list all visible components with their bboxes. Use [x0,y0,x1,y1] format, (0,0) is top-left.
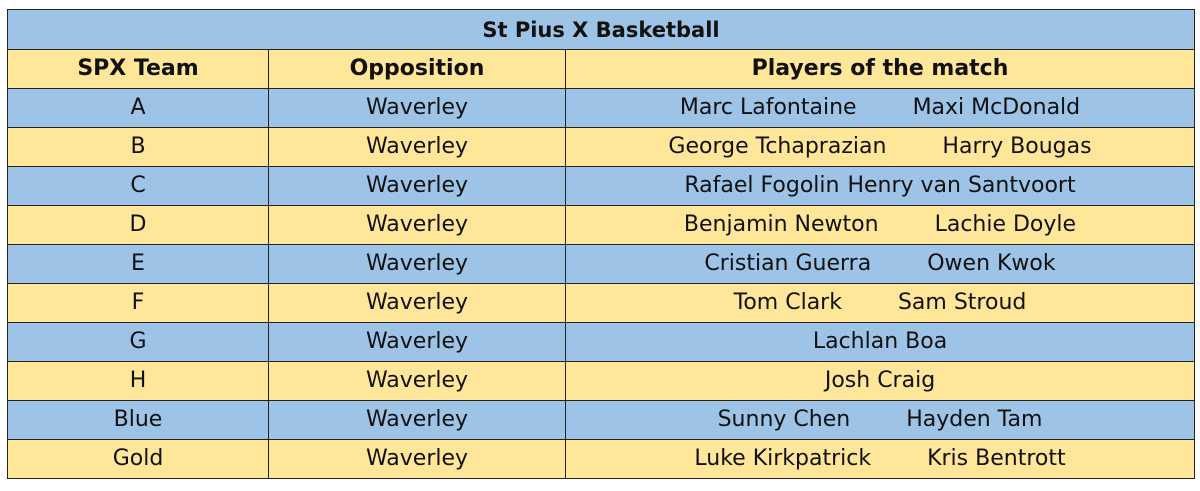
team-cell: F [7,283,269,323]
players-cell: George Tchaprazian Harry Bougas [565,127,1195,167]
table-row: Blue Waverley Sunny Chen Hayden Tam [7,400,1195,440]
team-cell: D [7,205,269,245]
team-cell: E [7,244,269,284]
player-name: Sunny Chen [717,407,851,432]
players-cell: Tom Clark Sam Stroud [565,283,1195,323]
player-name: Kris Bentrott [927,446,1066,471]
opposition-cell: Waverley [268,439,566,479]
player-name: Hayden Tam [906,407,1043,432]
header-players: Players of the match [565,49,1195,89]
opposition-cell: Waverley [268,322,566,362]
team-cell: Blue [7,400,269,440]
opposition-cell: Waverley [268,205,566,245]
player-name: Marc Lafontaine [679,95,857,120]
header-spx-team: SPX Team [7,49,269,89]
table-row: Gold Waverley Luke Kirkpatrick Kris Bentrot… [7,439,1195,479]
player-name: Owen Kwok [927,251,1056,276]
player-name: Lachlan Boa [812,329,948,354]
opposition-cell: Waverley [268,127,566,167]
table-row: G Waverley Lachlan Boa [7,322,1195,362]
table-row: C Waverley Rafael Fogolin Henry van Santvoo… [7,166,1195,206]
players-cell: Josh Craig [565,361,1195,401]
opposition-cell: Waverley [268,244,566,284]
players-cell: Rafael Fogolin Henry van Santvoort [565,166,1195,206]
opposition-cell: Waverley [268,166,566,206]
player-name: Benjamin Newton [683,212,879,237]
players-cell: Cristian Guerra Owen Kwok [565,244,1195,284]
player-name: Sam Stroud [897,290,1027,315]
table-row: B Waverley George Tchaprazian Harry Bougas [7,127,1195,167]
table-row: H Waverley Josh Craig [7,361,1195,401]
player-name: Tom Clark [733,290,842,315]
players-cell: Lachlan Boa [565,322,1195,362]
team-cell: Gold [7,439,269,479]
players-cell: Sunny Chen Hayden Tam [565,400,1195,440]
player-name: George Tchaprazian [668,134,887,159]
player-name: Rafael Fogolin [684,173,840,198]
opposition-cell: Waverley [268,361,566,401]
header-row: SPX Team Opposition Players of the match [7,49,1195,89]
basketball-table: St Pius X Basketball SPX Team Opposition… [7,9,1195,479]
team-cell: H [7,361,269,401]
table-title: St Pius X Basketball [7,9,1195,50]
players-cell: Marc Lafontaine Maxi McDonald [565,88,1195,128]
player-name: Henry van Santvoort [847,173,1076,198]
table-row: A Waverley Marc Lafontaine Maxi McDonald [7,88,1195,128]
opposition-cell: Waverley [268,283,566,323]
player-name: Luke Kirkpatrick [694,446,872,471]
player-name: Cristian Guerra [704,251,872,276]
player-name: Josh Craig [824,368,936,393]
team-cell: A [7,88,269,128]
opposition-cell: Waverley [268,400,566,440]
player-name: Harry Bougas [942,134,1092,159]
player-name: Maxi McDonald [912,95,1081,120]
header-opposition: Opposition [268,49,566,89]
player-name: Lachie Doyle [934,212,1077,237]
team-cell: G [7,322,269,362]
team-cell: B [7,127,269,167]
players-cell: Luke Kirkpatrick Kris Bentrott [565,439,1195,479]
table-row: F Waverley Tom Clark Sam Stroud [7,283,1195,323]
opposition-cell: Waverley [268,88,566,128]
team-cell: C [7,166,269,206]
players-cell: Benjamin Newton Lachie Doyle [565,205,1195,245]
table-row: D Waverley Benjamin Newton Lachie Doyle [7,205,1195,245]
table-row: E Waverley Cristian Guerra Owen Kwok [7,244,1195,284]
